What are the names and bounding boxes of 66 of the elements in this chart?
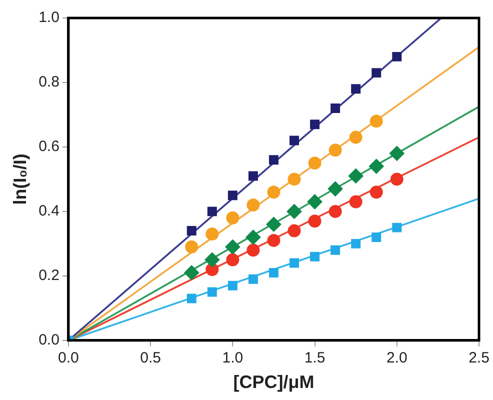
x-tick-label: 0.5 <box>140 350 161 367</box>
point <box>348 168 364 184</box>
point <box>392 222 402 232</box>
point <box>288 224 301 238</box>
point <box>286 204 302 219</box>
point <box>248 171 258 181</box>
x-tick-label: 1.0 <box>222 350 244 367</box>
x-axis-title: [CPC]/μM <box>233 372 314 392</box>
point <box>328 181 343 196</box>
point <box>225 239 240 254</box>
point <box>186 294 196 304</box>
y-tick-label: 0.0 <box>38 332 60 349</box>
point <box>349 195 362 208</box>
point <box>330 104 340 114</box>
point <box>310 252 320 262</box>
point <box>370 186 383 199</box>
point <box>226 211 240 224</box>
y-tick-label: 0.4 <box>38 202 60 220</box>
y-tick-label: 0.2 <box>38 267 60 284</box>
point <box>267 186 280 199</box>
point <box>370 114 383 128</box>
point <box>368 158 384 174</box>
point <box>392 52 402 62</box>
y-tick-label: 0.6 <box>38 138 60 156</box>
point <box>290 136 299 146</box>
point <box>206 228 219 241</box>
point <box>390 172 404 186</box>
point <box>330 245 340 255</box>
point <box>351 84 361 94</box>
y-axis-title: ln(I₀/I) <box>10 154 30 205</box>
point <box>207 287 217 297</box>
point <box>266 216 282 232</box>
point <box>184 265 200 280</box>
point <box>207 206 217 216</box>
point <box>267 234 280 247</box>
point <box>248 274 258 284</box>
point <box>228 280 238 290</box>
point <box>389 146 404 161</box>
point <box>268 268 278 278</box>
point <box>307 194 322 210</box>
point <box>351 238 361 248</box>
point <box>204 252 220 268</box>
point <box>226 253 240 266</box>
point <box>185 240 198 254</box>
point <box>328 204 342 218</box>
x-tick-label: 1.5 <box>304 350 326 367</box>
point <box>372 68 382 78</box>
point <box>328 144 342 157</box>
point <box>308 214 322 228</box>
point <box>372 232 382 242</box>
point <box>288 172 301 186</box>
point <box>290 258 299 268</box>
x-tick-label: 2.5 <box>468 350 490 367</box>
point <box>268 155 278 165</box>
point <box>246 230 261 245</box>
y-tick-label: 0.8 <box>38 74 60 91</box>
point <box>246 198 260 212</box>
y-tick-label: 1.0 <box>38 9 60 26</box>
point <box>228 190 238 200</box>
point <box>349 130 362 144</box>
point <box>310 120 320 130</box>
point <box>186 226 196 236</box>
x-tick-label: 0.0 <box>58 350 79 367</box>
point <box>308 156 322 170</box>
x-tick-label: 2.0 <box>386 350 408 367</box>
point <box>246 244 260 257</box>
